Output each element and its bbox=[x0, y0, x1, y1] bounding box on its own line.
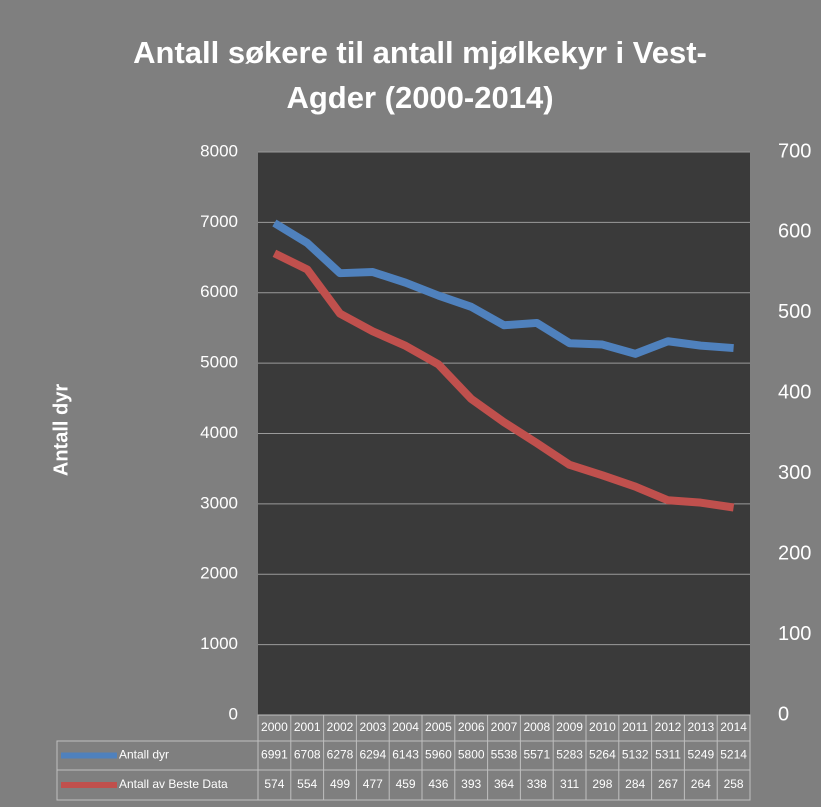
y-tick-label: 5000 bbox=[200, 353, 238, 372]
y2-tick-label: 300 bbox=[778, 462, 811, 484]
table-value: 499 bbox=[330, 777, 350, 791]
table-value: 5311 bbox=[655, 748, 681, 762]
table-value: 338 bbox=[527, 777, 547, 791]
y-tick-label: 1000 bbox=[200, 634, 238, 653]
table-value: 311 bbox=[560, 777, 579, 791]
x-tick-label: 2006 bbox=[458, 720, 485, 734]
table-value: 5214 bbox=[720, 748, 747, 762]
x-tick-label: 2003 bbox=[359, 720, 386, 734]
y-tick-label: 2000 bbox=[200, 564, 238, 583]
y-tick-label: 6000 bbox=[200, 282, 238, 301]
table-value: 5132 bbox=[622, 748, 649, 762]
table-value: 574 bbox=[264, 777, 284, 791]
table-value: 5960 bbox=[425, 748, 452, 762]
x-tick-label: 2008 bbox=[523, 720, 550, 734]
y-tick-label: 3000 bbox=[200, 493, 238, 512]
x-tick-label: 2000 bbox=[261, 720, 288, 734]
x-tick-label: 2012 bbox=[655, 720, 682, 734]
x-tick-label: 2004 bbox=[392, 720, 419, 734]
y2-tick-label: 700 bbox=[778, 140, 811, 162]
table-value: 5800 bbox=[458, 748, 485, 762]
y-tick-label: 7000 bbox=[200, 212, 238, 231]
table-value: 436 bbox=[428, 777, 448, 791]
table-value: 6294 bbox=[359, 748, 386, 762]
y2-tick-label: 600 bbox=[778, 221, 811, 243]
x-tick-label: 2010 bbox=[589, 720, 616, 734]
x-tick-label: 2009 bbox=[556, 720, 583, 734]
table-value: 298 bbox=[592, 777, 612, 791]
table-value: 258 bbox=[724, 777, 744, 791]
table-value: 6143 bbox=[392, 748, 419, 762]
x-tick-label: 2002 bbox=[327, 720, 354, 734]
table-value: 477 bbox=[363, 777, 383, 791]
y2-tick-label: 200 bbox=[778, 542, 811, 564]
legend-label: Antall dyr bbox=[119, 748, 169, 762]
y2-tick-label: 100 bbox=[778, 623, 811, 645]
table-value: 393 bbox=[461, 777, 481, 791]
chart-title: Antall søkere til antall mjølkekyr i Ves… bbox=[133, 35, 707, 70]
table-value: 5264 bbox=[589, 748, 616, 762]
table-value: 284 bbox=[625, 777, 645, 791]
y2-tick-label: 400 bbox=[778, 382, 811, 404]
x-tick-label: 2014 bbox=[720, 720, 747, 734]
table-value: 264 bbox=[691, 777, 711, 791]
x-tick-label: 2005 bbox=[425, 720, 452, 734]
table-value: 6991 bbox=[261, 748, 288, 762]
y-axis-label: Antall dyr bbox=[50, 384, 72, 476]
table-value: 5538 bbox=[491, 748, 518, 762]
y-tick-label: 8000 bbox=[200, 141, 238, 160]
x-tick-label: 2001 bbox=[294, 720, 321, 734]
table-value: 554 bbox=[297, 777, 317, 791]
y2-tick-label: 500 bbox=[778, 301, 811, 323]
series-line bbox=[272, 249, 735, 512]
x-tick-label: 2011 bbox=[622, 720, 648, 734]
table-value: 6278 bbox=[327, 748, 354, 762]
table-value: 5571 bbox=[523, 748, 550, 762]
y-tick-label: 0 bbox=[229, 704, 238, 723]
table-value: 5283 bbox=[556, 748, 583, 762]
y-tick-label: 4000 bbox=[200, 423, 238, 442]
x-tick-label: 2013 bbox=[687, 720, 714, 734]
table-value: 6708 bbox=[294, 748, 321, 762]
y2-tick-label: 0 bbox=[778, 703, 789, 725]
legend-label: Antall av Beste Data bbox=[119, 777, 228, 791]
x-tick-label: 2007 bbox=[491, 720, 518, 734]
table-value: 267 bbox=[658, 777, 678, 791]
table-value: 5249 bbox=[687, 748, 714, 762]
table-value: 459 bbox=[396, 777, 416, 791]
table-value: 364 bbox=[494, 777, 514, 791]
chart-title: Agder (2000-2014) bbox=[286, 80, 553, 115]
series-line bbox=[272, 219, 734, 358]
